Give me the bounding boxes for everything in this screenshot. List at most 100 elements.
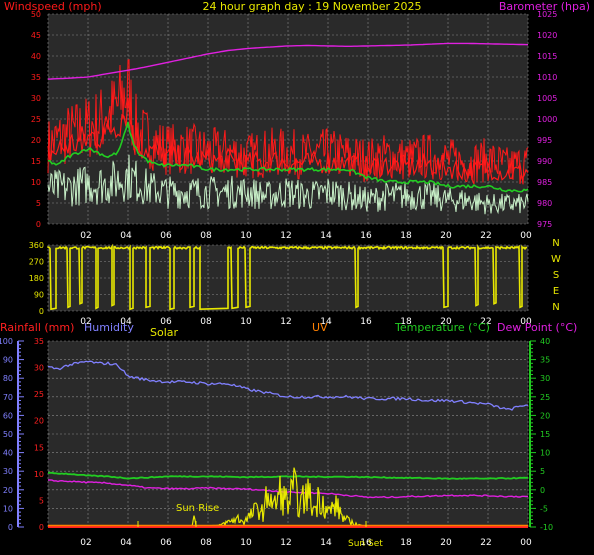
humidity-tick-label: 40 [3,449,13,458]
compass-label: E [553,286,559,297]
x-tick-label: 12 [280,231,291,241]
humidity-tick-label: 60 [3,411,13,420]
barometer-tick-label: 995 [537,136,552,145]
rainfall-tick-label: 0 [39,523,44,532]
windspeed-tick-label: 10 [31,178,41,187]
wind-direction-series [47,243,528,311]
x-tick-label: 00 [520,231,532,241]
rainfall-axis-label: Rainfall (mm) [0,321,74,334]
temperature-tick-label: 0 [540,486,545,495]
x-tick-label: 14 [320,317,332,327]
x-tick-label: 18 [400,317,412,327]
temperature-tick-label: 25 [540,393,550,402]
dew-point-axis-label: Dew Point (°C) [497,321,577,334]
rainfall-tick-label: 10 [34,470,44,479]
humidity-tick-label: 30 [3,467,13,476]
windspeed-tick-label: 50 [31,10,41,19]
x-tick-label: 12 [280,317,291,327]
x-tick-label: 00 [520,317,532,327]
wind-barometer-panel: 0510152025303540455097598098599099510001… [31,10,558,241]
x-tick-label: 08 [200,317,212,327]
humidity-tick-label: 70 [3,393,13,402]
windspeed-axis-label: Windspeed (mph) [4,0,102,13]
direction-tick-label: 0 [39,307,44,316]
humidity-tick-label: 100 [0,337,13,346]
wind-speed-series [47,97,529,181]
windspeed-tick-label: 0 [36,220,41,229]
x-tick-label: 04 [120,231,132,241]
rainfall-tick-label: 25 [34,390,44,399]
compass-label: N [552,302,559,313]
x-tick-label: 10 [240,538,252,548]
humidity-tick-label: 20 [3,486,13,495]
temperature-tick-label: 35 [540,356,550,365]
barometer-tick-label: 985 [537,178,552,187]
x-tick-label: 02 [80,538,91,548]
x-tick-label: 08 [200,231,212,241]
temperature-series [48,471,529,480]
direction-tick-label: 90 [34,291,44,300]
direction-tick-label: 180 [29,274,44,283]
compass-label: W [551,254,561,265]
x-tick-label: 16 [360,538,372,548]
uv-axis-label: UV [312,321,328,334]
x-tick-label: 00 [520,538,532,548]
temperature-tick-label: -10 [540,523,553,532]
x-tick-label: 20 [440,317,452,327]
x-tick-label: 12 [280,538,291,548]
rainfall-tick-label: 15 [34,443,44,452]
temperature-tick-label: 10 [540,449,550,458]
barometer-tick-label: 1005 [537,94,557,103]
x-tick-label: 08 [200,538,212,548]
x-tick-label: 04 [120,538,132,548]
temperature-tick-label: 5 [540,467,545,476]
barometer-tick-label: 1010 [537,73,557,82]
x-tick-label: 06 [160,231,172,241]
wind-avg-series [47,154,529,215]
x-tick-label: 18 [400,231,412,241]
barometer-tick-label: 975 [537,220,552,229]
direction-tick-label: 270 [29,258,44,267]
solar-axis-label: Solar [150,326,179,339]
x-tick-label: 14 [320,231,332,241]
x-tick-label: 16 [360,231,372,241]
rainfall-tick-label: 30 [34,364,44,373]
x-tick-label: 10 [240,231,252,241]
rain-humidity-temperature-panel: 010203040506070809010005101520253035-10-… [0,337,553,548]
barometer-tick-label: 1000 [537,115,557,124]
humidity-tick-label: 50 [3,430,13,439]
rainfall-tick-label: 20 [34,417,44,426]
barometer-tick-label: 1025 [537,10,557,19]
humidity-tick-label: 10 [3,504,13,513]
rainfall-tick-label: 5 [39,496,44,505]
temperature-tick-label: 20 [540,411,550,420]
windspeed-tick-label: 35 [31,73,41,82]
x-tick-label: 04 [120,317,132,327]
x-tick-label: 20 [440,231,452,241]
direction-tick-label: 360 [29,241,44,250]
x-tick-label: 14 [320,538,332,548]
temperature-tick-label: 30 [540,374,550,383]
barometer-axis-label: Barometer (hpa) [499,0,590,13]
windspeed-tick-label: 20 [31,136,41,145]
temperature-tick-label: -5 [540,504,548,513]
barometer-tick-label: 1020 [537,31,557,40]
x-tick-label: 22 [480,231,491,241]
compass-label: S [553,270,559,281]
x-tick-label: 20 [440,538,452,548]
x-tick-label: 06 [160,317,172,327]
x-tick-label: 16 [360,317,372,327]
humidity-tick-label: 0 [8,523,13,532]
humidity-axis-label: Humidity [84,321,134,334]
wind-gust-average-series [47,121,529,193]
barometer-tick-label: 1015 [537,52,557,61]
dew-point-series [48,479,529,499]
barometer-tick-label: 980 [537,199,552,208]
humidity-tick-label: 90 [3,356,13,365]
temperature-axis-label: Temperature (°C) [394,321,490,334]
humidity-tick-label: 80 [3,374,13,383]
sun-set-annotation: Sun Set [348,539,383,549]
barometer-series [47,42,529,80]
humidity-series [47,360,529,411]
